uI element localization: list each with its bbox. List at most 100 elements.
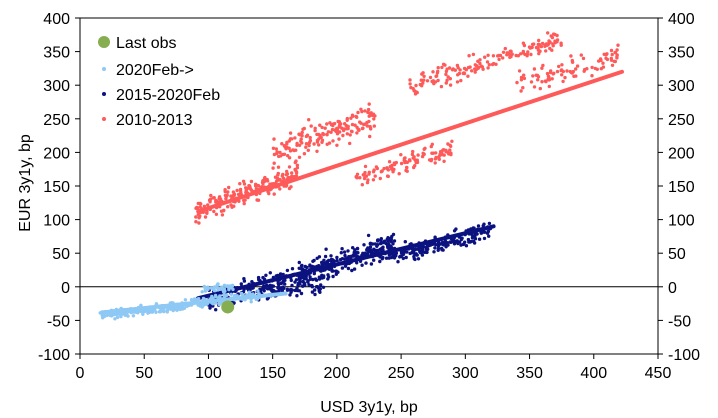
point-2010-2013: [358, 176, 362, 180]
point-2010-2013: [536, 78, 540, 82]
point-2010-2013: [308, 138, 313, 143]
point-2010-2013: [286, 175, 291, 180]
point-2010-2013: [437, 157, 441, 161]
point-2015-2020feb: [340, 247, 344, 251]
point-2015-2020feb: [343, 253, 347, 258]
point-2010-2013: [450, 139, 454, 143]
point-2010-2013: [610, 52, 614, 57]
point-2010-2013: [345, 132, 349, 136]
point-2010-2013: [487, 62, 491, 67]
point-2015-2020feb: [366, 246, 370, 250]
point-2020feb: [216, 288, 220, 292]
legend-label-last-obs: Last obs: [116, 35, 176, 52]
point-2010-2013: [355, 176, 359, 180]
x-tick-label: 150: [259, 365, 286, 382]
point-2010-2013: [194, 220, 198, 224]
point-2010-2013: [543, 79, 548, 83]
point-2015-2020feb: [329, 257, 334, 262]
point-2015-2020feb: [370, 242, 375, 246]
point-2010-2013: [453, 68, 457, 72]
point-2010-2013: [278, 150, 282, 155]
point-2010-2013: [367, 119, 371, 124]
point-2010-2013: [335, 143, 339, 147]
point-2010-2013: [532, 42, 536, 46]
point-2010-2013: [405, 165, 409, 170]
legend-label-2010-2013: 2010-2013: [116, 112, 193, 129]
point-2020feb: [105, 313, 109, 318]
point-2010-2013: [212, 209, 216, 214]
point-2010-2013: [293, 167, 297, 172]
point-2010-2013: [385, 167, 390, 171]
point-2010-2013: [273, 175, 278, 179]
point-2010-2013: [249, 179, 254, 184]
point-2010-2013: [444, 81, 448, 85]
point-2015-2020feb: [283, 282, 287, 286]
point-2010-2013: [559, 43, 563, 47]
point-2010-2013: [414, 83, 418, 88]
point-2010-2013: [238, 187, 243, 192]
point-2010-2013: [505, 53, 509, 57]
point-2010-2013: [267, 191, 271, 196]
point-2015-2020feb: [208, 306, 212, 310]
point-2010-2013: [307, 118, 311, 122]
legend-2020feb-marker: [102, 67, 106, 71]
point-2015-2020feb: [471, 226, 475, 230]
point-2015-2020feb: [389, 244, 393, 249]
point-2015-2020feb: [437, 243, 441, 247]
x-axis-title: USD 3y1y, bp: [320, 399, 418, 416]
point-2010-2013: [565, 69, 569, 73]
point-2010-2013: [335, 126, 340, 130]
point-2010-2013: [295, 163, 300, 167]
point-2010-2013: [206, 203, 210, 207]
point-2010-2013: [224, 197, 228, 201]
point-2020feb: [165, 309, 169, 313]
point-2010-2013: [517, 69, 522, 73]
point-2010-2013: [238, 182, 242, 186]
point-2010-2013: [593, 66, 597, 71]
point-2010-2013: [560, 63, 564, 67]
point-2015-2020feb: [425, 250, 429, 254]
point-2010-2013: [378, 176, 382, 181]
y-tick-label-left: -100: [38, 347, 70, 364]
point-2010-2013: [323, 126, 327, 130]
point-2015-2020feb: [418, 249, 422, 254]
point-2010-2013: [544, 49, 548, 53]
point-2010-2013: [544, 42, 548, 46]
point-2020feb: [256, 289, 260, 293]
x-tick-label: 50: [135, 365, 153, 382]
point-2010-2013: [222, 208, 226, 212]
point-2010-2013: [615, 54, 619, 59]
point-2010-2013: [215, 199, 219, 204]
y-tick-label-left: 400: [43, 11, 70, 28]
point-2020feb: [183, 298, 188, 302]
point-2010-2013: [508, 55, 512, 59]
point-2020feb: [222, 292, 226, 297]
point-2015-2020feb: [473, 237, 478, 241]
point-2010-2013: [599, 67, 603, 71]
point-2010-2013: [369, 127, 373, 131]
point-2010-2013: [521, 49, 525, 54]
point-2015-2020feb: [412, 257, 416, 261]
point-2010-2013: [445, 78, 449, 82]
point-2015-2020feb: [482, 236, 487, 241]
point-2010-2013: [272, 152, 277, 157]
point-2015-2020feb: [239, 282, 243, 286]
point-2015-2020feb: [317, 275, 321, 279]
legend-last-obs-marker: [98, 36, 110, 48]
point-2010-2013: [604, 53, 608, 57]
point-2010-2013: [356, 110, 360, 115]
point-2010-2013: [448, 83, 453, 87]
point-2010-2013: [297, 143, 302, 147]
point-2010-2013: [446, 142, 450, 146]
point-2015-2020feb: [352, 267, 357, 271]
point-2015-2020feb: [378, 259, 382, 264]
point-2015-2020feb: [378, 241, 383, 246]
point-2015-2020feb: [335, 258, 339, 263]
point-2010-2013: [501, 50, 506, 54]
point-2015-2020feb: [295, 294, 299, 298]
point-2010-2013: [483, 55, 487, 59]
point-2015-2020feb: [433, 246, 437, 250]
point-2010-2013: [527, 45, 532, 49]
point-2010-2013: [354, 114, 358, 119]
